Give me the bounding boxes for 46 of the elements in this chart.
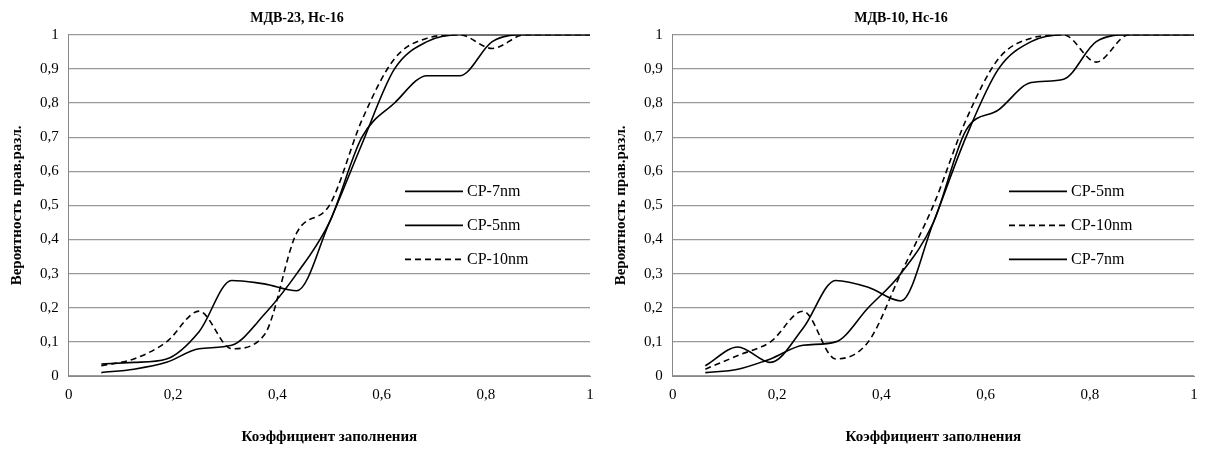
x-tick-label: 0,8 (476, 385, 496, 402)
chart-title: МДВ-23, Hc-16 (250, 10, 344, 26)
y-tick-label: 0,2 (644, 298, 663, 315)
x-tick-label: 0,8 (1080, 385, 1100, 402)
x-tick-label: 0,4 (871, 385, 892, 402)
y-tick-label: 0,3 (644, 264, 663, 281)
legend-label: CP-5nm (1071, 181, 1125, 199)
legend-label: CP-7nm (467, 181, 521, 199)
y-tick-label: 0,2 (40, 298, 59, 315)
y-tick-label: 0,3 (40, 264, 59, 281)
legend-label: CP-10nm (1071, 215, 1133, 233)
x-tick-label: 0,2 (163, 385, 183, 402)
y-tick-label: 0,5 (40, 196, 59, 213)
y-tick-label: 0,7 (644, 128, 664, 145)
y-tick-label: 0,6 (644, 162, 664, 179)
x-tick-label: 0,6 (976, 385, 996, 402)
y-tick-label: 0,5 (644, 196, 663, 213)
x-tick-label: 0 (65, 385, 73, 402)
legend-label: CP-5nm (467, 215, 521, 233)
x-axis-title: Коэффициент заполнения (241, 427, 418, 444)
y-tick-label: 0,6 (40, 162, 60, 179)
y-tick-label: 0,8 (40, 93, 59, 110)
x-axis-title: Коэффициент заполнения (845, 427, 1022, 444)
y-tick-label: 0,4 (644, 230, 664, 247)
legend-label: CP-10nm (467, 249, 529, 267)
y-tick-label: 0,8 (644, 93, 663, 110)
y-tick-label: 0 (655, 366, 663, 383)
y-tick-label: 0,4 (40, 230, 60, 247)
y-axis-title: Вероятность прав.разл. (611, 125, 628, 286)
x-tick-label: 0,6 (372, 385, 392, 402)
y-tick-label: 1 (655, 25, 663, 42)
x-tick-label: 0,4 (267, 385, 288, 402)
chart-title: МДВ-10, Hc-16 (854, 10, 948, 26)
legend-label: CP-7nm (1071, 249, 1125, 267)
y-axis-title: Вероятность прав.разл. (7, 125, 24, 286)
y-tick-label: 0,9 (644, 59, 663, 76)
y-tick-label: 1 (51, 25, 59, 42)
x-tick-label: 1 (586, 385, 594, 402)
x-tick-label: 0 (669, 385, 677, 402)
y-tick-label: 0 (51, 366, 59, 383)
y-tick-label: 0,9 (40, 59, 59, 76)
y-tick-label: 0,1 (40, 332, 59, 349)
y-tick-label: 0,7 (40, 128, 60, 145)
x-tick-label: 0,2 (767, 385, 787, 402)
y-tick-label: 0,1 (644, 332, 663, 349)
x-tick-label: 1 (1190, 385, 1198, 402)
